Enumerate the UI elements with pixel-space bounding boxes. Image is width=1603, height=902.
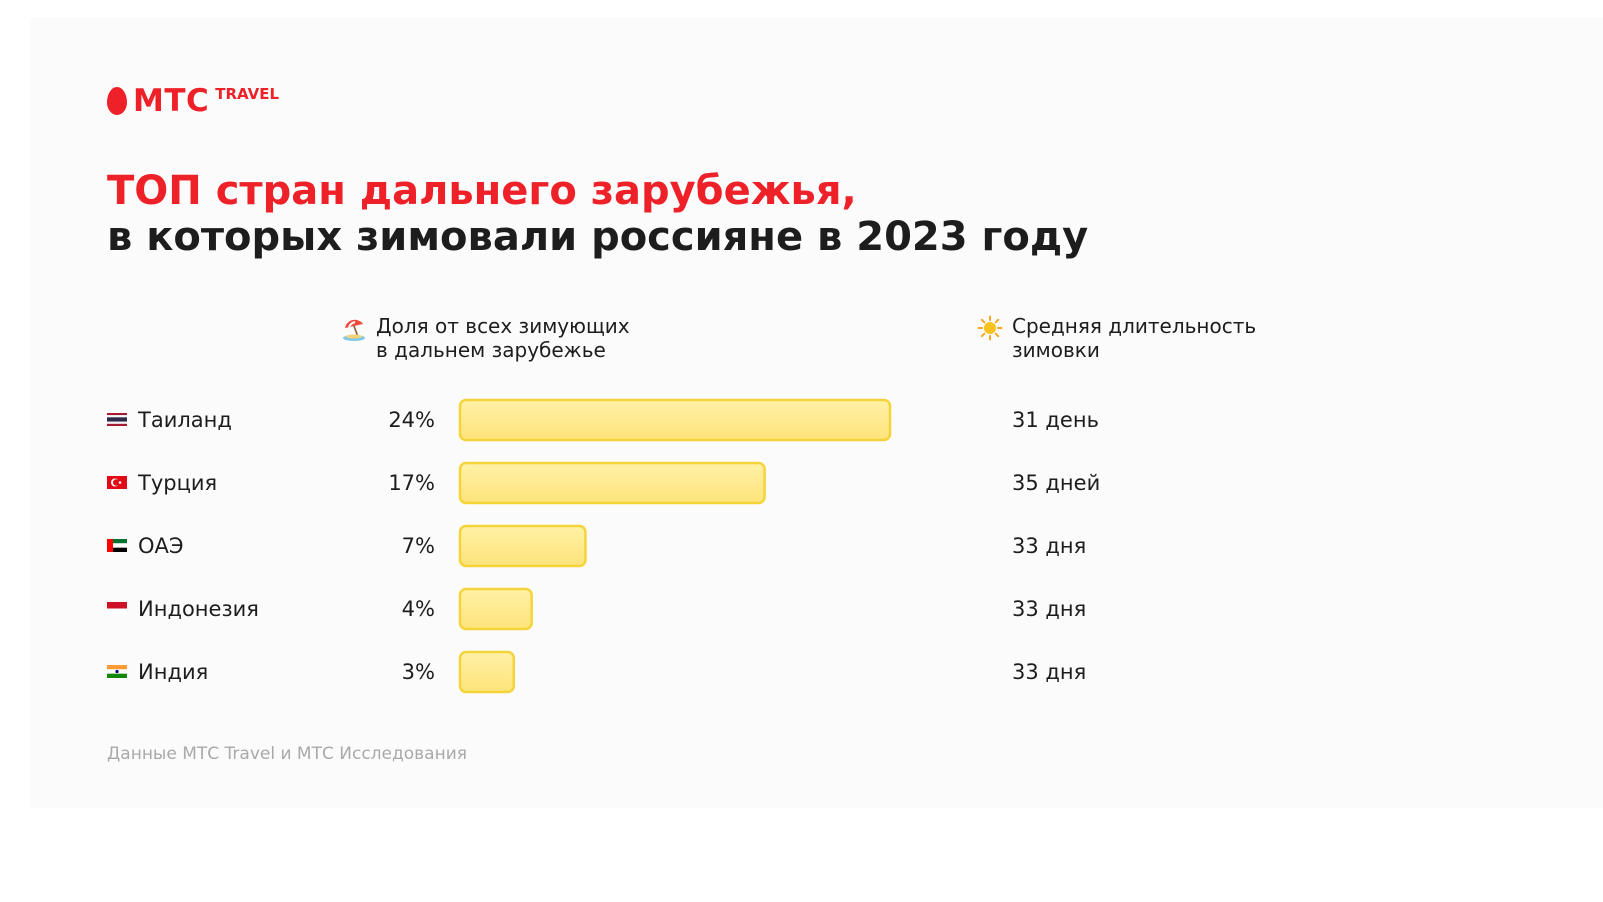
country-label: Турция: [137, 471, 217, 495]
share-value-label: 17%: [388, 471, 435, 495]
duration-column-header: Средняя длительность зимовки: [976, 314, 1256, 362]
page-title: ТОП стран дальнего зарубежья, в которых …: [107, 168, 1088, 260]
duration-value-label: 33 дня: [1012, 660, 1086, 684]
uae-flag-icon: [107, 539, 127, 552]
share-value-label: 24%: [388, 408, 435, 432]
chart-row: Индия 3% 33 дня: [107, 650, 1086, 694]
duration-value-label: 33 дня: [1012, 534, 1086, 558]
logo-brand-name: МТС: [133, 83, 210, 119]
chart-row: ОАЭ 7% 33 дня: [107, 524, 1086, 568]
mts-egg-icon: [107, 87, 127, 115]
title-line-1: ТОП стран дальнего зарубежья,: [107, 168, 857, 214]
duration-column-label: Средняя длительность зимовки: [1012, 314, 1257, 362]
share-value-label: 3%: [402, 660, 435, 684]
country-label: ОАЭ: [138, 534, 184, 558]
share-bar: [458, 650, 515, 694]
turkey-flag-icon: [107, 476, 127, 489]
duration-value-label: 31 день: [1012, 408, 1099, 432]
beach-umbrella-icon: [340, 314, 368, 362]
share-bar: [458, 461, 766, 505]
chart-row: Турция 17% 35 дней: [107, 461, 1100, 505]
sun-icon: [976, 314, 1004, 362]
title-line-2: в которых зимовали россияне в 2023 году: [107, 214, 1089, 260]
share-bar: [458, 587, 533, 631]
country-label: Индонезия: [138, 597, 259, 621]
share-value-label: 4%: [402, 597, 435, 621]
chart-row: Таиланд 24% 31 день: [107, 398, 1099, 442]
duration-value-label: 33 дня: [1012, 597, 1086, 621]
country-label: Индия: [138, 660, 208, 684]
logo-brand-suffix: TRAVEL: [215, 85, 280, 103]
thailand-flag-icon: [107, 413, 127, 426]
share-column-label: Доля от всех зимующих в дальнем зарубежь…: [376, 314, 630, 362]
india-flag-icon: [107, 665, 127, 678]
indonesia-flag-icon: [107, 602, 127, 615]
duration-value-label: 35 дней: [1012, 471, 1100, 495]
chart-row: Индонезия 4% 33 дня: [107, 587, 1086, 631]
country-label: Таиланд: [137, 408, 232, 432]
share-value-label: 7%: [402, 534, 435, 558]
mts-travel-logo: МТС TRAVEL: [107, 84, 279, 118]
data-source-note: Данные МТС Travel и МТС Исследования: [107, 744, 467, 764]
share-bar: [458, 398, 892, 442]
share-bar: [458, 524, 587, 568]
share-column-header: Доля от всех зимующих в дальнем зарубежь…: [340, 314, 630, 362]
